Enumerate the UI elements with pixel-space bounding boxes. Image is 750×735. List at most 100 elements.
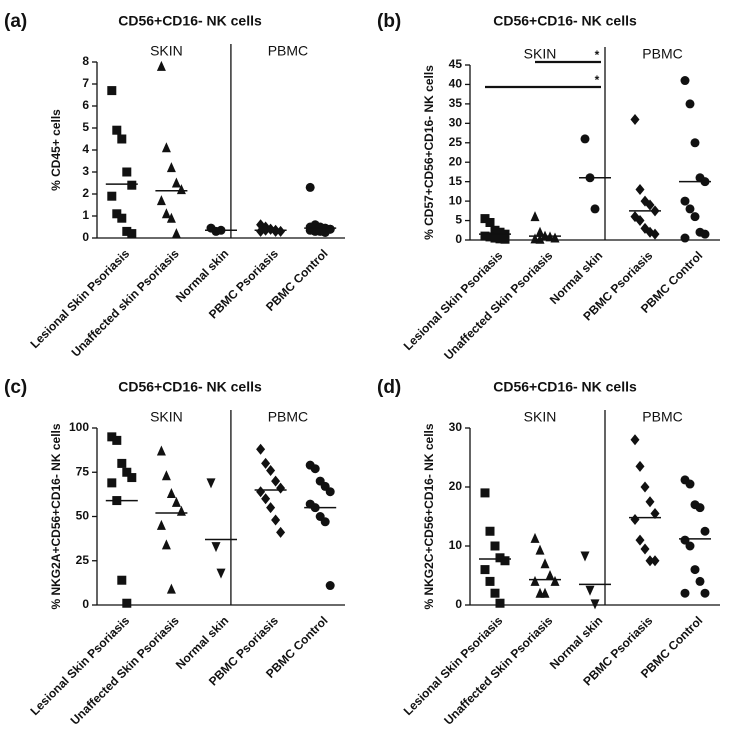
y-tick-label: 30 xyxy=(449,420,463,434)
point xyxy=(266,502,276,514)
panel-label: (b) xyxy=(377,11,401,32)
point xyxy=(685,99,695,109)
point xyxy=(320,517,330,527)
point xyxy=(117,134,127,144)
point xyxy=(495,598,505,608)
point xyxy=(590,204,600,214)
point xyxy=(107,478,117,488)
point xyxy=(645,555,655,567)
y-tick-label: 5 xyxy=(82,120,89,134)
point xyxy=(680,535,690,545)
point xyxy=(535,226,545,237)
chart-title: CD56+CD16- NK cells xyxy=(118,379,262,395)
point xyxy=(166,487,176,498)
point xyxy=(635,460,645,472)
point xyxy=(480,488,490,498)
point xyxy=(685,541,695,551)
y-tick-label: 7 xyxy=(82,76,89,90)
point xyxy=(695,576,705,586)
point xyxy=(680,233,690,243)
point xyxy=(271,225,281,237)
point xyxy=(261,493,271,505)
y-tick-label: 35 xyxy=(449,96,463,110)
y-axis-label: % NKG2C+CD56+CD16- NK cells xyxy=(422,423,436,609)
y-axis-label: % CD57+CD56+CD16- NK cells xyxy=(422,65,436,240)
group-label: PBMC xyxy=(268,43,308,59)
point xyxy=(530,575,540,586)
point xyxy=(127,473,137,483)
point xyxy=(580,551,590,562)
point xyxy=(256,443,266,455)
panel-label: (d) xyxy=(377,377,401,398)
point xyxy=(266,464,276,476)
y-tick-label: 2 xyxy=(82,186,89,200)
point xyxy=(127,229,137,239)
point xyxy=(545,570,555,580)
point xyxy=(645,199,655,211)
point xyxy=(305,182,315,192)
point xyxy=(171,177,181,188)
point xyxy=(495,227,505,237)
y-tick-label: 30 xyxy=(449,116,463,130)
point xyxy=(166,162,176,173)
group-label: SKIN xyxy=(524,409,557,425)
point xyxy=(645,496,655,508)
point xyxy=(127,180,137,190)
point xyxy=(485,526,495,536)
y-tick-label: 10 xyxy=(449,193,463,207)
point xyxy=(211,542,221,553)
y-axis-label: % NKG2A+CD56+CD16- NK cells xyxy=(49,423,63,609)
point xyxy=(490,225,500,235)
point xyxy=(550,232,560,243)
point xyxy=(176,505,186,516)
panel-label: (c) xyxy=(4,377,27,398)
y-tick-label: 10 xyxy=(449,538,463,552)
point xyxy=(540,587,550,598)
group-label: SKIN xyxy=(150,409,183,425)
point xyxy=(630,434,640,446)
point xyxy=(171,228,181,239)
point xyxy=(640,481,650,493)
point xyxy=(650,228,660,240)
point xyxy=(480,214,490,224)
group-label: SKIN xyxy=(150,43,183,59)
point xyxy=(161,539,171,550)
y-tick-label: 50 xyxy=(76,509,90,523)
y-tick-label: 0 xyxy=(82,230,89,244)
point xyxy=(166,212,176,223)
point xyxy=(117,575,127,585)
point xyxy=(166,583,176,594)
point xyxy=(271,514,281,526)
panel-label: (a) xyxy=(4,11,27,32)
point xyxy=(156,60,166,71)
significance-label: * xyxy=(595,48,600,62)
chart-title: CD56+CD16- NK cells xyxy=(118,13,262,29)
point xyxy=(630,513,640,525)
point xyxy=(640,543,650,555)
point xyxy=(690,565,700,575)
point xyxy=(156,195,166,206)
point xyxy=(500,234,510,244)
point xyxy=(680,196,690,206)
point xyxy=(325,581,335,591)
point xyxy=(490,541,500,551)
point xyxy=(590,599,600,610)
point xyxy=(650,555,660,567)
point xyxy=(485,576,495,586)
y-tick-label: 100 xyxy=(69,420,89,434)
point xyxy=(107,432,117,442)
point xyxy=(690,212,700,222)
x-tick-label: Lesional Skin Psoriasis xyxy=(401,248,506,353)
x-tick-label: Lesional Skin Psoriasis xyxy=(27,613,132,718)
point xyxy=(585,585,595,596)
point xyxy=(261,457,271,469)
point xyxy=(685,204,695,214)
y-tick-label: 0 xyxy=(455,597,462,611)
point xyxy=(122,167,132,177)
group-label: PBMC xyxy=(642,46,682,62)
chart-title: CD56+CD16- NK cells xyxy=(493,379,637,395)
point xyxy=(271,475,281,487)
point xyxy=(530,211,540,222)
x-tick-label: Unaffected Skin Psoriasis xyxy=(441,248,555,362)
